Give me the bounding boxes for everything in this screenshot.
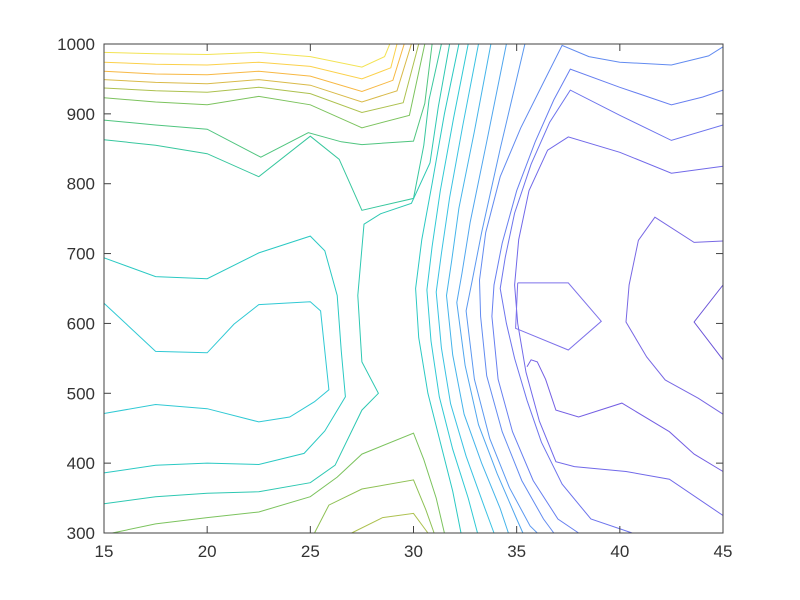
contour-line-level-11-green [103, 43, 426, 129]
y-tick-label-300: 300 [67, 524, 95, 543]
contour-line-basin-south-periwinkle [526, 359, 724, 472]
contour-line-band-9-blue [499, 89, 724, 534]
x-tick-label-35: 35 [507, 542, 526, 561]
x-tick-label-20: 20 [198, 542, 217, 561]
axis-tick-marks [103, 43, 724, 534]
axes-box [103, 43, 724, 534]
contour-line-band-4-sky [445, 43, 509, 534]
axes-box-rect [103, 43, 724, 534]
contour-line-level-13-olive [103, 43, 412, 103]
y-tick-label-700: 700 [67, 245, 95, 264]
contour-line-basin-outer-periwinkle [514, 136, 724, 516]
contour-line-bump-inner-yellowgreen [351, 512, 429, 534]
x-tick-label-40: 40 [610, 542, 629, 561]
x-tick-label-25: 25 [301, 542, 320, 561]
contour-line-level-14-orange [103, 43, 405, 93]
y-tick-label-400: 400 [67, 454, 95, 473]
contour-line-level-15-amber [103, 43, 398, 80]
contour-line-band-5-sky [456, 43, 524, 534]
contour-line-band-2-cyan [426, 43, 478, 534]
contour-line-minimum-edge-chevron [693, 284, 724, 361]
contour-line-level-9-teal [103, 43, 442, 211]
y-tick-label-500: 500 [67, 384, 95, 403]
contour-line-bump-outer-green [112, 432, 445, 534]
contour-line-bump-mid-green [314, 479, 435, 534]
y-tick-label-900: 900 [67, 105, 95, 124]
contour-line-band-6-lightblue [465, 43, 538, 534]
contour-line-minimum-pentagon-loop [515, 282, 603, 351]
contour-line-level-12-yellowgreen [103, 43, 420, 114]
x-tick-label-15: 15 [95, 542, 114, 561]
x-tick-label-45: 45 [714, 542, 733, 561]
y-tick-label-1000: 1000 [57, 35, 95, 54]
contour-line-band-3-skycyan [435, 43, 495, 534]
y-tick-label-800: 800 [67, 175, 95, 194]
contour-line-band-1-cyan [415, 43, 462, 534]
contour-line-level-16-yellow [103, 43, 391, 68]
contour-line-level-10-greenteal [103, 43, 433, 158]
x-tick-label-30: 30 [404, 542, 423, 561]
contour-line-band-8-blue [491, 68, 724, 534]
contour-lines-group [103, 43, 724, 534]
y-tick-label-600: 600 [67, 314, 95, 333]
contour-line-level-6-pocket-inner [103, 301, 330, 423]
contour-line-level-7-pocket-outer [103, 235, 346, 474]
contour-line-level-8-saddle-teal [103, 43, 451, 505]
axis-tick-labels: 15 20 25 30 35 40 45 300 400 500 600 700 800 900 1000 [57, 35, 732, 561]
contour-line-band-7-lightblue [478, 44, 724, 534]
contour-line-basin-east-c-purple [625, 216, 724, 415]
